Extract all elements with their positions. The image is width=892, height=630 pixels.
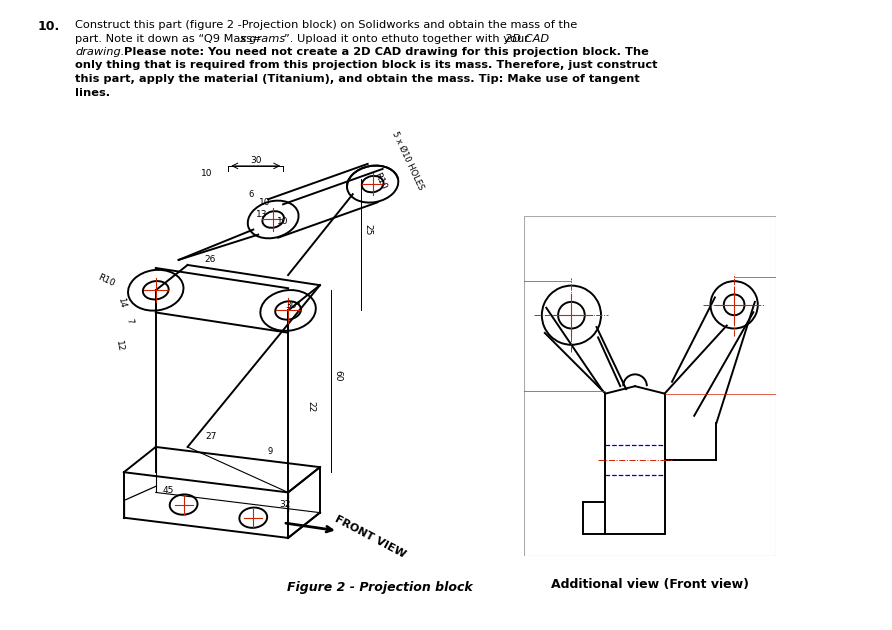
Text: 10: 10	[201, 169, 212, 178]
Text: only thing that is required from this projection block is its mass. Therefore, j: only thing that is required from this pr…	[75, 60, 657, 71]
Text: ”. Upload it onto ethuto together with your: ”. Upload it onto ethuto together with y…	[284, 33, 533, 43]
Text: FRONT VIEW: FRONT VIEW	[334, 514, 408, 560]
Text: R10: R10	[96, 272, 116, 288]
Text: Please note: You need not create a 2D CAD drawing for this projection block. The: Please note: You need not create a 2D CA…	[120, 47, 648, 57]
Text: Construct this part (figure 2 -Projection block) on Solidworks and obtain the ma: Construct this part (figure 2 -Projectio…	[75, 20, 577, 30]
Text: 45: 45	[163, 486, 174, 495]
Text: 22: 22	[307, 401, 316, 412]
Text: 25: 25	[363, 224, 372, 235]
Text: 10.: 10.	[38, 20, 61, 33]
Text: 2D CAD: 2D CAD	[505, 33, 549, 43]
Text: 32: 32	[279, 500, 291, 509]
Text: 10: 10	[277, 217, 289, 226]
Text: 12: 12	[113, 340, 124, 352]
Text: part. Note it down as “Q9 Mass=: part. Note it down as “Q9 Mass=	[75, 33, 265, 43]
Text: 13: 13	[255, 210, 267, 219]
Text: Additional view (Front view): Additional view (Front view)	[551, 578, 748, 592]
Text: 60: 60	[334, 370, 343, 382]
Text: 5 x Ø10 HOLES: 5 x Ø10 HOLES	[390, 130, 425, 192]
Text: 10: 10	[260, 198, 271, 207]
Text: R10: R10	[373, 171, 388, 191]
Text: this part, apply the material (Titanium), and obtain the mass. Tip: Make use of : this part, apply the material (Titanium)…	[75, 74, 640, 84]
Text: Figure 2 - Projection block: Figure 2 - Projection block	[287, 581, 473, 595]
Text: 30: 30	[251, 156, 262, 165]
Text: lines.: lines.	[75, 88, 110, 98]
Text: 26: 26	[205, 255, 216, 265]
Text: 14: 14	[117, 296, 128, 309]
Text: 6: 6	[249, 190, 254, 198]
Text: 7: 7	[124, 318, 134, 324]
Text: 9: 9	[268, 447, 273, 457]
Text: drawing.: drawing.	[75, 47, 124, 57]
Text: 30°: 30°	[285, 301, 301, 310]
Text: x grams: x grams	[239, 33, 285, 43]
Text: 27: 27	[206, 432, 217, 442]
